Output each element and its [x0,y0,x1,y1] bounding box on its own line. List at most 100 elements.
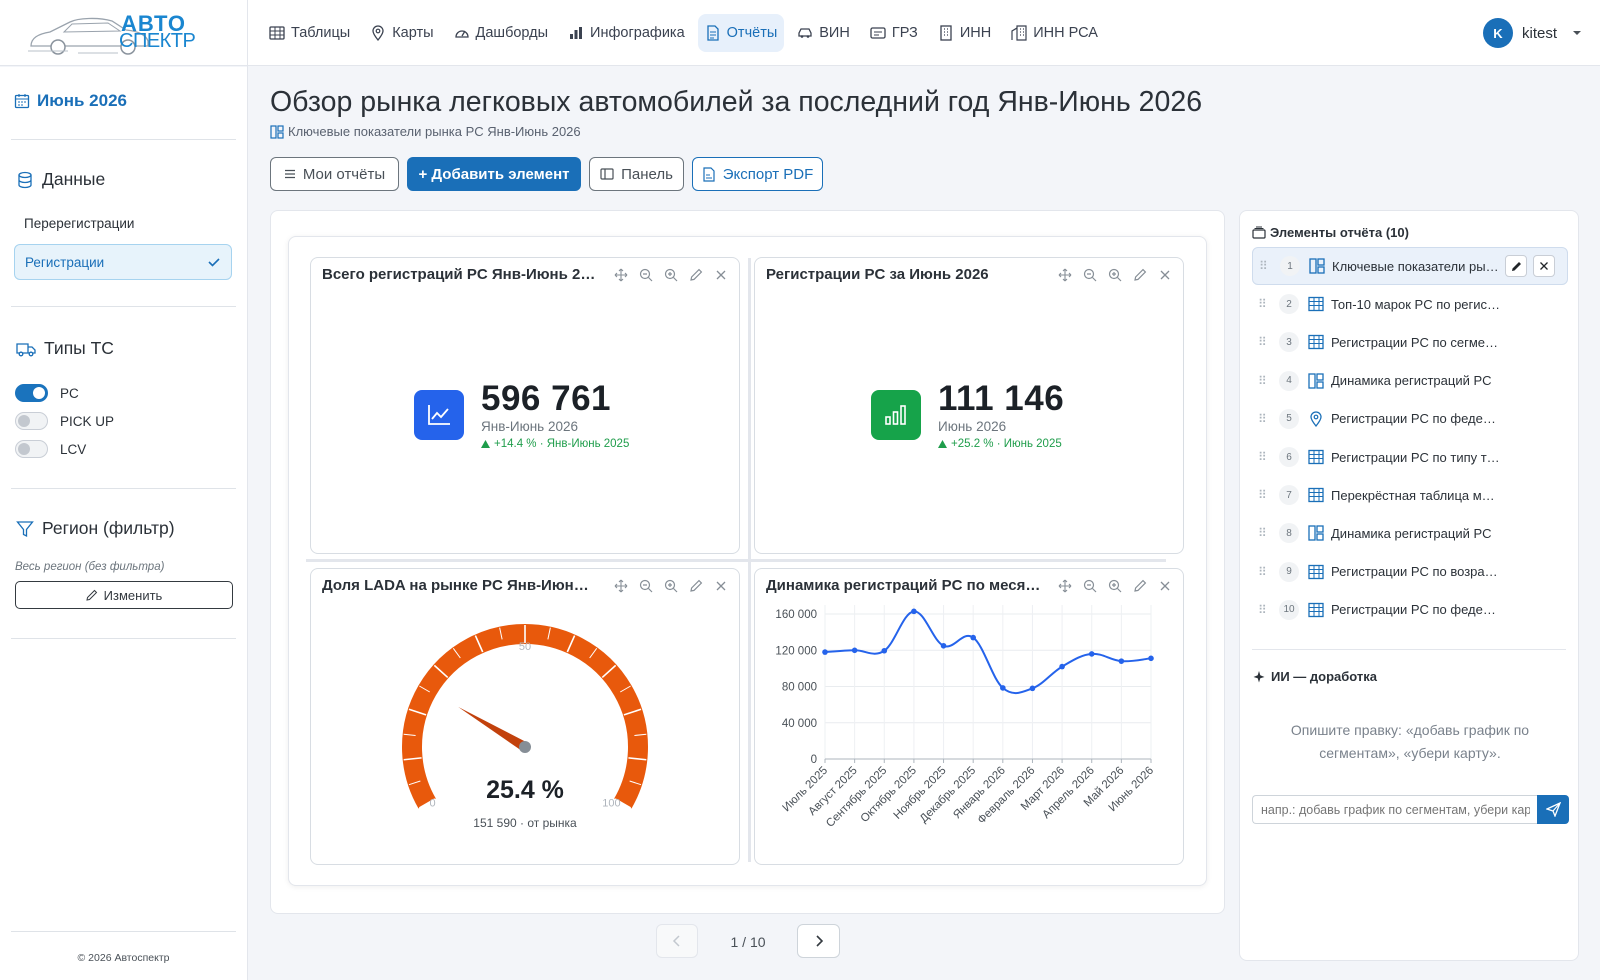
card-title: Всего регистраций PC Янв-Июнь 2026 [322,266,597,283]
move-icon[interactable] [613,578,629,594]
horizontal-splitter[interactable] [306,559,1166,562]
report-element-item[interactable]: ⠿ 1 Ключевые показатели рынка PC Янв-Июнь … [1252,247,1568,285]
data-point[interactable] [1088,651,1095,657]
report-element-item[interactable]: ⠿ 5 Регистрации PC по федеральным округам [1252,400,1568,438]
line-chart-card: Динамика регистраций PC по месяцам 0 40 0… [754,568,1184,865]
data-point[interactable] [911,608,917,615]
nav-infographics[interactable]: Инфографика [561,14,692,52]
panel-button[interactable]: Панель [589,157,684,191]
page-subtitle-text: Ключевые показатели рынка PC Янв-Июнь 20… [288,124,581,139]
data-item-reregistrations[interactable]: Перерегистрации [14,205,232,241]
zoom-out-icon[interactable] [638,267,654,283]
export-pdf-button[interactable]: Экспорт PDF [692,157,823,191]
report-element-item[interactable]: ⠿ 10 Регистрации PC по федеральным округам [1252,591,1568,629]
logo[interactable]: АВТО СПЕКТР [28,10,196,56]
move-icon[interactable] [1057,267,1073,283]
report-element-item[interactable]: ⠿ 9 Регистрации PC по возрасту [1252,553,1568,591]
drag-handle-icon[interactable]: ⠿ [1258,373,1267,388]
nav-tables[interactable]: Таблицы [262,14,357,52]
data-point[interactable] [851,647,858,654]
nav-plate[interactable]: ГРЗ [863,14,925,52]
drag-handle-icon[interactable]: ⠿ [1258,526,1267,541]
toggle-switch[interactable] [15,412,48,430]
report-element-item[interactable]: ⠿ 2 Топ-10 марок PC по регистрациям [1252,285,1568,323]
close-icon[interactable] [713,267,729,283]
zoom-out-icon[interactable] [638,578,654,594]
my-reports-button[interactable]: Мои отчёты [270,157,399,191]
toggle-switch[interactable] [15,440,48,458]
kpi-value: 596 761 [481,379,612,418]
kpi-delta-text: +25.2 % · Июнь 2025 [951,438,1062,450]
close-icon[interactable] [1157,578,1173,594]
report-element-item[interactable]: ⠿ 7 Перекрёстная таблица марок [1252,476,1568,514]
add-element-button[interactable]: + Добавить элемент [407,157,581,191]
drag-handle-icon[interactable]: ⠿ [1258,411,1267,426]
data-point[interactable] [1059,663,1065,670]
report-element-item[interactable]: ⠿ 8 Динамика регистраций PC [1252,514,1568,552]
zoom-in-icon[interactable] [663,578,679,594]
toggle-pc[interactable]: PC [15,384,79,402]
toggle-pickup[interactable]: PICK UP [15,412,114,430]
nav-inn[interactable]: ИНН [931,14,998,52]
nav-inn-rsa[interactable]: ИНН РСА [1004,14,1105,52]
pencil-icon[interactable] [688,578,704,594]
zoom-out-icon[interactable] [1082,578,1098,594]
drag-handle-icon[interactable]: ⠿ [1259,259,1268,273]
dashboard-icon [1309,258,1325,274]
dashboard-icon [1308,372,1324,389]
report-elements-panel: Элементы отчёта (10) ⠿ 1 Ключевые показате… [1239,210,1579,961]
nav-dashboards[interactable]: Дашборды [447,14,556,52]
drag-handle-icon[interactable]: ⠿ [1258,602,1267,617]
toggle-lcv[interactable]: LCV [15,440,86,458]
nav-vin[interactable]: ВИН [790,14,857,52]
nav-reports[interactable]: Отчёты [697,14,785,52]
data-item-registrations[interactable]: Регистрации [14,244,232,280]
remove-element-button[interactable] [1533,255,1555,277]
pencil-icon[interactable] [1132,578,1148,594]
car-icon [798,28,812,38]
month-selector[interactable]: Июнь 2026 [14,91,127,111]
data-point[interactable] [822,649,828,655]
zoom-in-icon[interactable] [663,267,679,283]
move-icon[interactable] [613,267,629,283]
zoom-in-icon[interactable] [1107,267,1123,283]
data-point[interactable] [1148,655,1154,662]
data-point[interactable] [1000,685,1006,691]
data-point[interactable] [881,647,888,654]
edit-element-button[interactable] [1505,255,1527,277]
card-tools [613,578,729,594]
close-icon[interactable] [1157,267,1173,283]
ai-send-button[interactable] [1537,795,1569,824]
drag-handle-icon[interactable]: ⠿ [1258,564,1267,579]
user-menu[interactable]: K kitest [1483,18,1582,48]
toggle-label: LCV [60,441,87,457]
data-point[interactable] [970,634,976,641]
data-point[interactable] [1029,685,1036,692]
nav-maps[interactable]: Карты [363,14,440,52]
move-icon[interactable] [1057,578,1073,594]
drag-handle-icon[interactable]: ⠿ [1258,335,1267,350]
report-element-item[interactable]: ⠿ 3 Регистрации PC по сегментам [1252,323,1568,361]
pencil-icon[interactable] [688,267,704,283]
drag-handle-icon[interactable]: ⠿ [1258,297,1267,312]
data-point[interactable] [940,642,947,649]
drag-handle-icon[interactable]: ⠿ [1258,450,1267,464]
report-element-item[interactable]: ⠿ 4 Динамика регистраций PC [1252,362,1568,400]
y-tick-label: 80 000 [782,682,817,694]
data-point[interactable] [1118,658,1125,664]
next-page-button[interactable] [797,924,840,958]
element-number: 3 [1279,332,1299,353]
ai-prompt-input[interactable] [1252,795,1538,824]
pencil-icon[interactable] [1132,267,1148,283]
card-title: Регистрации PC за Июнь 2026 [766,266,989,283]
report-element-item[interactable]: ⠿ 6 Регистрации PC по типу топлива [1252,438,1568,476]
toggle-switch[interactable] [15,384,48,402]
close-icon[interactable] [713,578,729,594]
prev-page-button[interactable] [656,924,698,958]
region-change-button[interactable]: Изменить [15,581,233,609]
zoom-out-icon[interactable] [1082,267,1098,283]
drag-handle-icon[interactable]: ⠿ [1258,488,1267,503]
zoom-in-icon[interactable] [1107,578,1123,594]
element-number: 6 [1279,447,1299,467]
send-icon [1545,802,1561,817]
